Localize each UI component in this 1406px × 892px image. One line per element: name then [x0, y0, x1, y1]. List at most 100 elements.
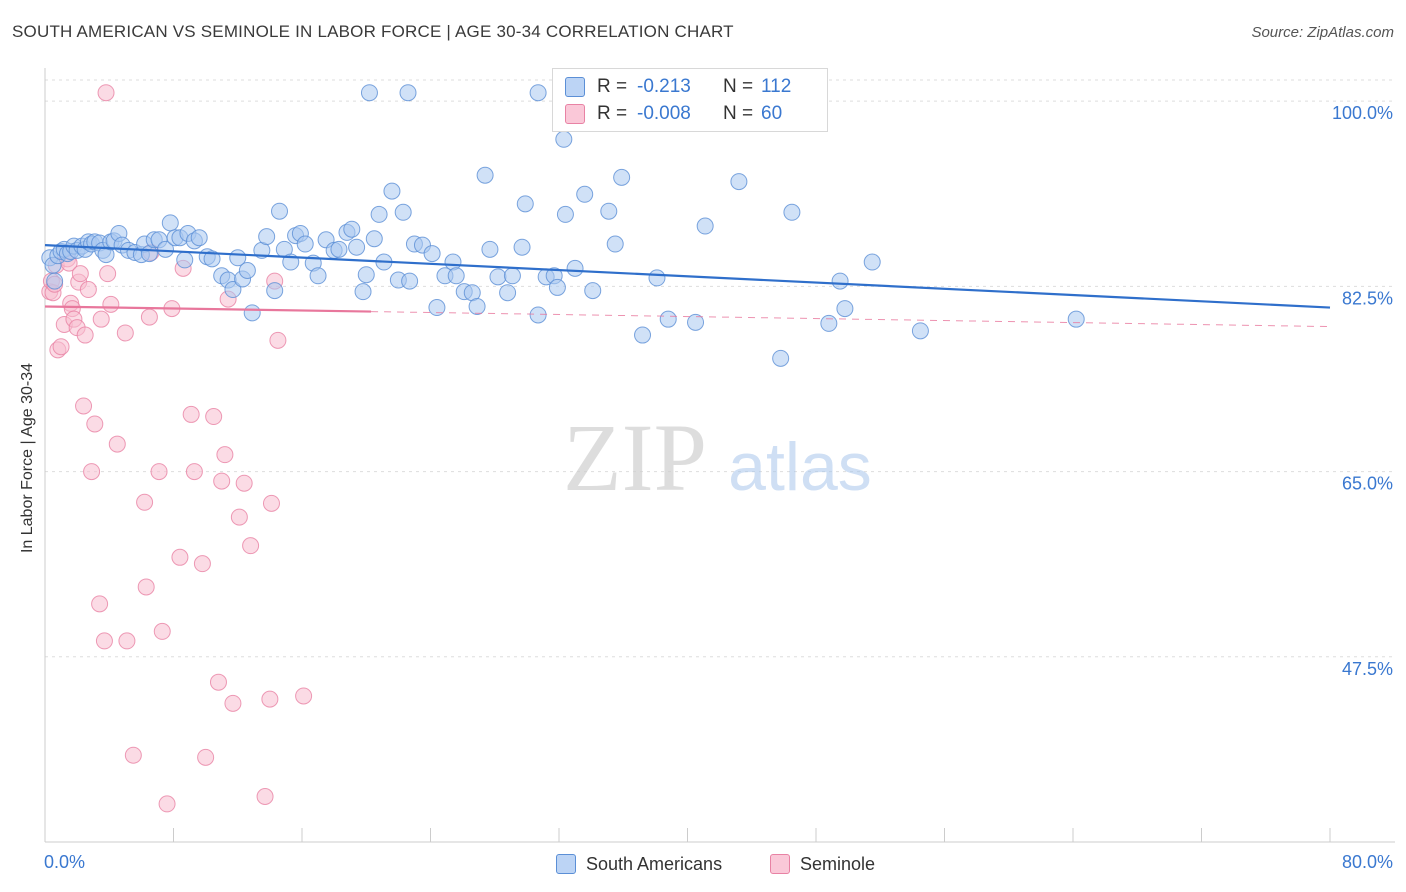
point-south-american — [863, 253, 881, 271]
legend-n-value: 112 — [761, 76, 792, 97]
point-seminole — [118, 632, 136, 650]
bottom-legend-south-americans: South Americans — [556, 852, 722, 876]
point-seminole — [153, 622, 171, 640]
point-south-american — [836, 300, 854, 318]
point-seminole — [95, 632, 113, 650]
legend-r-value: -0.008 — [637, 103, 691, 124]
bottom-legend-swatch-blue — [556, 854, 576, 874]
point-south-american — [394, 203, 412, 221]
point-south-american — [370, 205, 388, 223]
point-seminole — [171, 548, 189, 566]
legend-r-label: R = — [597, 76, 628, 97]
legend-n-label: N = — [723, 76, 754, 97]
point-south-american — [555, 130, 573, 148]
point-seminole — [99, 265, 117, 283]
point-south-american — [600, 202, 618, 220]
legend-row-south-americans: R = -0.213 N = 112 — [565, 75, 791, 99]
point-seminole — [140, 308, 158, 326]
point-seminole — [102, 295, 120, 313]
bottom-legend-label: Seminole — [800, 853, 876, 874]
point-south-american — [365, 230, 383, 248]
point-south-american — [243, 304, 261, 322]
trend-line-seminole — [44, 305, 372, 313]
trend-line-seminole-extension — [371, 311, 1331, 328]
x-tick-label-max: 80.0% — [1341, 852, 1393, 872]
point-seminole — [150, 463, 168, 481]
point-seminole — [242, 537, 260, 555]
trend-line-south-americans — [44, 244, 1331, 309]
point-seminole — [124, 746, 142, 764]
point-south-american — [383, 182, 401, 200]
point-south-american — [730, 173, 748, 191]
point-seminole — [116, 324, 134, 342]
point-seminole — [197, 748, 215, 766]
watermark-atlas: atlas — [728, 429, 872, 505]
point-south-american — [428, 299, 446, 317]
trend-lines — [44, 244, 1331, 328]
point-south-american — [309, 267, 327, 285]
point-south-american — [354, 283, 372, 301]
point-south-american — [566, 259, 584, 277]
point-south-american — [399, 84, 417, 102]
point-south-american — [271, 202, 289, 220]
point-seminole — [52, 338, 70, 356]
point-south-american — [190, 229, 208, 247]
point-south-american — [203, 250, 221, 268]
point-seminole — [86, 415, 104, 433]
point-seminole — [83, 463, 101, 481]
point-south-american — [503, 267, 521, 285]
point-seminole — [216, 446, 234, 464]
point-seminole — [205, 408, 223, 426]
y-tick-label: 82.5% — [1342, 288, 1393, 308]
point-south-american — [46, 272, 64, 290]
legend-n-value: 60 — [761, 103, 783, 124]
point-south-american — [606, 235, 624, 253]
point-south-american — [161, 214, 179, 232]
point-south-american — [447, 267, 465, 285]
point-seminole — [75, 397, 93, 415]
point-seminole — [108, 435, 126, 453]
point-south-american — [489, 268, 507, 286]
x-tick-label-min: 0.0% — [44, 852, 86, 872]
point-south-american — [266, 282, 284, 300]
point-seminole — [224, 694, 242, 712]
point-seminole — [97, 84, 115, 102]
point-south-american — [548, 278, 566, 296]
watermark: ZIP atlas — [563, 404, 872, 511]
point-south-american — [343, 220, 361, 238]
point-south-american — [529, 84, 547, 102]
y-tick-label: 100.0% — [1332, 103, 1393, 123]
point-south-american — [648, 269, 666, 287]
point-south-american — [687, 313, 705, 331]
point-seminole — [185, 463, 203, 481]
axes — [44, 68, 1395, 843]
y-tick-labels: 100.0% 82.5% 65.0% 47.5% — [1332, 103, 1393, 679]
point-south-american — [820, 314, 838, 332]
point-seminole — [92, 310, 110, 328]
legend-n-label: N = — [723, 103, 754, 124]
point-south-american — [1067, 310, 1085, 328]
legend-swatch-pink — [565, 104, 585, 124]
point-south-american — [401, 272, 419, 290]
point-seminole — [158, 795, 176, 813]
point-south-american — [696, 217, 714, 235]
point-south-american — [772, 349, 790, 367]
point-seminole — [136, 493, 154, 511]
point-south-american — [468, 297, 486, 315]
point-seminole — [269, 331, 287, 349]
stats-legend: R = -0.213 N = 112 R = -0.008 N = 60 — [552, 68, 828, 132]
point-south-american — [238, 262, 256, 279]
point-south-american — [224, 281, 242, 299]
point-south-american — [513, 238, 531, 256]
bottom-legend-label: South Americans — [586, 853, 723, 874]
point-south-american — [584, 282, 602, 300]
point-south-american — [444, 253, 462, 271]
y-tick-label: 47.5% — [1342, 659, 1393, 679]
point-south-american — [529, 306, 547, 324]
data-points — [41, 84, 1085, 813]
point-seminole — [295, 687, 313, 705]
point-south-american — [516, 195, 534, 213]
legend-swatch-blue — [565, 77, 585, 97]
point-south-american — [360, 84, 378, 102]
